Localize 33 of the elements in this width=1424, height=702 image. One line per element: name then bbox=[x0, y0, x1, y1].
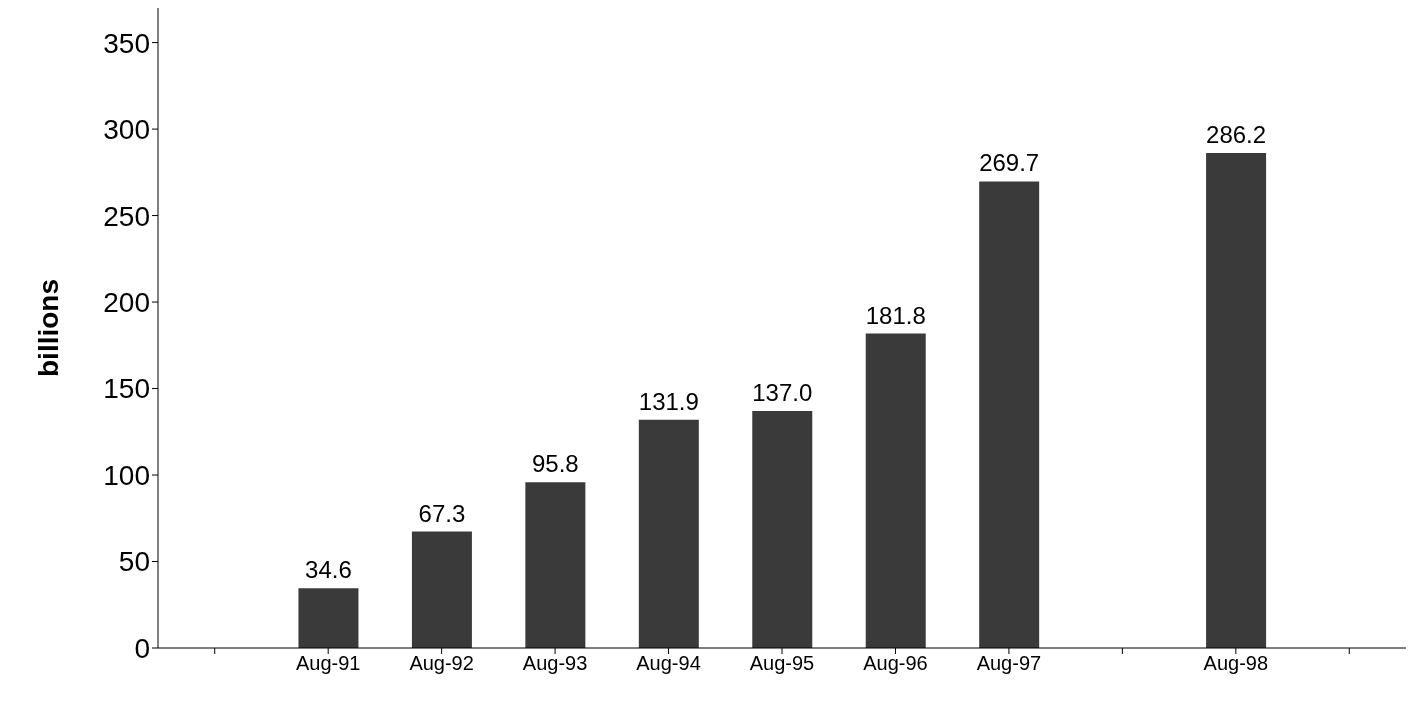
x-tick-label: Aug-94 bbox=[636, 652, 701, 675]
bar bbox=[638, 419, 699, 648]
x-tick-label: Aug-93 bbox=[522, 652, 588, 675]
x-tick-label: Aug-97 bbox=[976, 652, 1042, 675]
y-tick-label: 200 bbox=[103, 286, 150, 318]
data-label: 95.8 bbox=[532, 450, 579, 478]
y-tick-label: 50 bbox=[118, 546, 150, 578]
y-axis-title: billions bbox=[32, 279, 64, 377]
bar bbox=[1206, 152, 1267, 648]
x-tick-label: Aug-96 bbox=[863, 652, 928, 675]
y-tick-label: 0 bbox=[134, 632, 150, 664]
y-tick-label: 300 bbox=[103, 114, 150, 146]
bar bbox=[411, 531, 472, 648]
y-tick-label: 250 bbox=[103, 200, 150, 232]
bar bbox=[298, 588, 359, 648]
data-label: 34.6 bbox=[305, 556, 352, 584]
bar bbox=[979, 181, 1040, 648]
y-tick-label: 150 bbox=[103, 373, 150, 405]
y-tick-label: 100 bbox=[103, 459, 150, 491]
x-tick-label: Aug-95 bbox=[749, 652, 815, 675]
data-label: 181.8 bbox=[865, 301, 926, 329]
data-label: 269.7 bbox=[979, 149, 1040, 177]
y-tick-label: 350 bbox=[103, 27, 150, 59]
data-label: 131.9 bbox=[638, 387, 699, 415]
bar bbox=[865, 333, 926, 648]
x-tick-label: Aug-91 bbox=[295, 652, 361, 675]
data-label: 67.3 bbox=[418, 499, 466, 527]
x-tick-label: Aug-92 bbox=[409, 652, 474, 675]
x-tick-label: Aug-98 bbox=[1203, 652, 1269, 675]
data-label: 286.2 bbox=[1206, 120, 1267, 148]
bar bbox=[525, 482, 586, 648]
data-label: 137.0 bbox=[752, 379, 813, 407]
bar bbox=[752, 411, 813, 648]
